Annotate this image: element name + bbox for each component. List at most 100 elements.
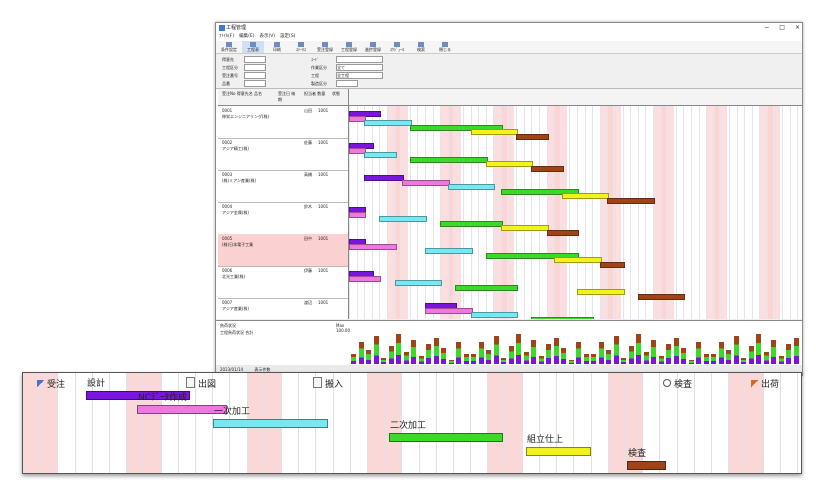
zoom-bar-2[interactable]: 一次加工 [213, 408, 328, 428]
inspection-milestone[interactable]: 検査 [663, 377, 692, 390]
table-row[interactable]: 0005 (株)日本電子工業 田中 1001 [218, 234, 348, 267]
gantt-bar-検査[interactable] [637, 293, 686, 300]
gantt-bar-NCﾃﾞｰﾀ作成[interactable] [349, 115, 367, 122]
load-bar [568, 360, 574, 364]
menu-file[interactable]: ﾌｧｲﾙ(F) [219, 34, 235, 39]
gantt-bar-組立仕上[interactable] [485, 161, 534, 167]
zoom-bar-3[interactable]: 二次加工 [389, 422, 503, 442]
holiday-stripe [447, 89, 461, 319]
shipping-milestone[interactable]: 出荷 [751, 377, 779, 390]
load-bar [501, 358, 506, 364]
day-gridline [40, 373, 42, 473]
load-bar [403, 352, 409, 364]
gantt-bar-組立仕上[interactable] [470, 129, 519, 135]
order-milestone[interactable]: 受注 [37, 377, 65, 390]
toolbar-button-8[interactable]: 検索 [410, 41, 432, 53]
load-bar [373, 336, 379, 364]
part-input[interactable] [244, 80, 266, 87]
day-gridline [384, 373, 386, 473]
toolbar-button-9[interactable]: 閉じる [434, 41, 456, 53]
gantt-bar-二次加工[interactable] [455, 284, 519, 291]
table-row[interactable]: 0003 (株)ミアン産業(株) 高橋 1001 [218, 170, 348, 203]
gantt-chart[interactable] [349, 89, 802, 319]
gantt-bar-一次加工[interactable] [394, 280, 443, 286]
gantt-bar-検査[interactable] [546, 229, 579, 236]
day-gridline [521, 373, 523, 473]
zoom-bar-4[interactable]: 組立仕上 [526, 436, 591, 456]
gantt-bar-NCﾃﾞｰﾀ作成[interactable] [349, 211, 367, 218]
code-input[interactable] [336, 56, 383, 63]
zoom-bar-5[interactable]: 検査 [627, 450, 666, 470]
gantt-bar-二次加工[interactable] [409, 156, 488, 163]
toolbar-button-6[interactable]: 進捗登録 [362, 41, 384, 53]
gantt-bar-一次加工[interactable] [364, 152, 397, 158]
gantt-bar-NCﾃﾞｰﾀ作成[interactable] [349, 275, 382, 282]
gantt-bar-一次加工[interactable] [364, 120, 412, 126]
day-gridline [504, 373, 506, 473]
table-row[interactable]: 0002 アジア精工(株) 佐藤 1001 [218, 138, 348, 171]
gantt-bar-NCﾃﾞｰﾀ作成[interactable] [349, 243, 397, 250]
gantt-bar-二次加工[interactable] [409, 124, 503, 131]
gantt-bar-NCﾃﾞｰﾀ作成[interactable] [349, 147, 367, 154]
gantt-bar-検査[interactable] [516, 133, 549, 140]
gantt-bar-検査[interactable] [607, 197, 655, 204]
toolbar-button-4[interactable]: 受注登録 [314, 41, 336, 53]
table-row[interactable]: 0006 北光工業(株) 伊藤 1001 [218, 266, 348, 299]
table-row[interactable]: 0004 アジア金属(株) 鈴木 1001 [218, 202, 348, 235]
gantt-bar-組立仕上[interactable] [501, 225, 549, 231]
day-gridline [425, 105, 426, 319]
day-gridline [379, 105, 381, 319]
gantt-bar-一次加工[interactable] [379, 216, 427, 222]
load-bar [598, 342, 604, 364]
toolbar-icon [226, 42, 232, 47]
toolbar-button-1[interactable]: 工程表 [242, 41, 264, 53]
gantt-bar-二次加工[interactable] [440, 220, 503, 227]
order-no-input[interactable] [244, 72, 266, 79]
gantt-bar-組立仕上[interactable] [554, 257, 602, 263]
toolbar-button-2[interactable]: 印刷 [266, 41, 288, 53]
day-gridline [637, 105, 639, 319]
menu-edit[interactable]: 編集(E) [239, 34, 255, 39]
close-button[interactable]: × [794, 24, 800, 31]
gantt-bar-一次加工[interactable] [470, 312, 519, 318]
toolbar-button-0[interactable]: 条件設定 [218, 41, 240, 53]
delivery-milestone[interactable]: 搬入 [313, 377, 343, 390]
day-gridline [625, 373, 626, 473]
zoom-bar-0[interactable]: 設計 [86, 380, 190, 400]
zoom-bar-1[interactable]: NCﾃﾞｰﾀ作成 [137, 394, 227, 414]
toolbar-button-5[interactable]: 工程登録 [338, 41, 360, 53]
gantt-bar-二次加工[interactable] [485, 252, 579, 259]
day-gridline [599, 105, 601, 319]
day-gridline [693, 373, 695, 473]
work-select[interactable]: 全て [336, 64, 383, 71]
mfg-input[interactable] [336, 80, 358, 87]
toolbar-button-7[interactable]: ｽｹｼﾞｭｰﾙ [386, 41, 408, 53]
gantt-bar-組立仕上[interactable] [561, 193, 610, 199]
gantt-bar-検査[interactable] [599, 261, 625, 268]
quantity: 1001 [318, 300, 329, 305]
gantt-bar-二次加工[interactable] [531, 316, 595, 319]
process-input[interactable] [244, 64, 266, 71]
window-title: 工程管理 [226, 25, 247, 31]
menu-settings[interactable]: 設定(S) [280, 34, 296, 39]
gantt-bar-検査[interactable] [531, 165, 564, 172]
gantt-bar-組立仕上[interactable] [577, 289, 625, 295]
gantt-bar-一次加工[interactable] [425, 248, 473, 254]
toolbar-icon [442, 42, 448, 47]
gantt-bar-NCﾃﾞｰﾀ作成[interactable] [402, 179, 450, 186]
customer-name: 北光工業(株) [222, 274, 246, 279]
maximize-button[interactable]: □ [779, 24, 785, 31]
gantt-bar-NCﾃﾞｰﾀ作成[interactable] [425, 307, 473, 314]
drawing-milestone[interactable]: 出図 [186, 377, 216, 390]
step-select[interactable]: 全工程 [336, 72, 383, 79]
load-bar [531, 340, 536, 364]
menu-view[interactable]: 表示(V) [259, 34, 276, 39]
gantt-bar-一次加工[interactable] [447, 184, 496, 190]
table-row[interactable]: 0001 伸栄エンジニアリング(株) 山田 1001 [218, 106, 348, 139]
gantt-bar-設計[interactable] [364, 175, 405, 181]
customer-input[interactable] [244, 56, 266, 63]
toolbar: 条件設定 工程表 印刷 ｽﾃｰﾀｽ 受注登録 工程登録 進捗登録 ｽｹｼﾞｭｰﾙ 検索 閉じる [216, 41, 802, 54]
gantt-bar-二次加工[interactable] [501, 188, 579, 195]
toolbar-button-3[interactable]: ｽﾃｰﾀｽ [290, 41, 312, 53]
minimize-button[interactable]: − [764, 24, 770, 31]
